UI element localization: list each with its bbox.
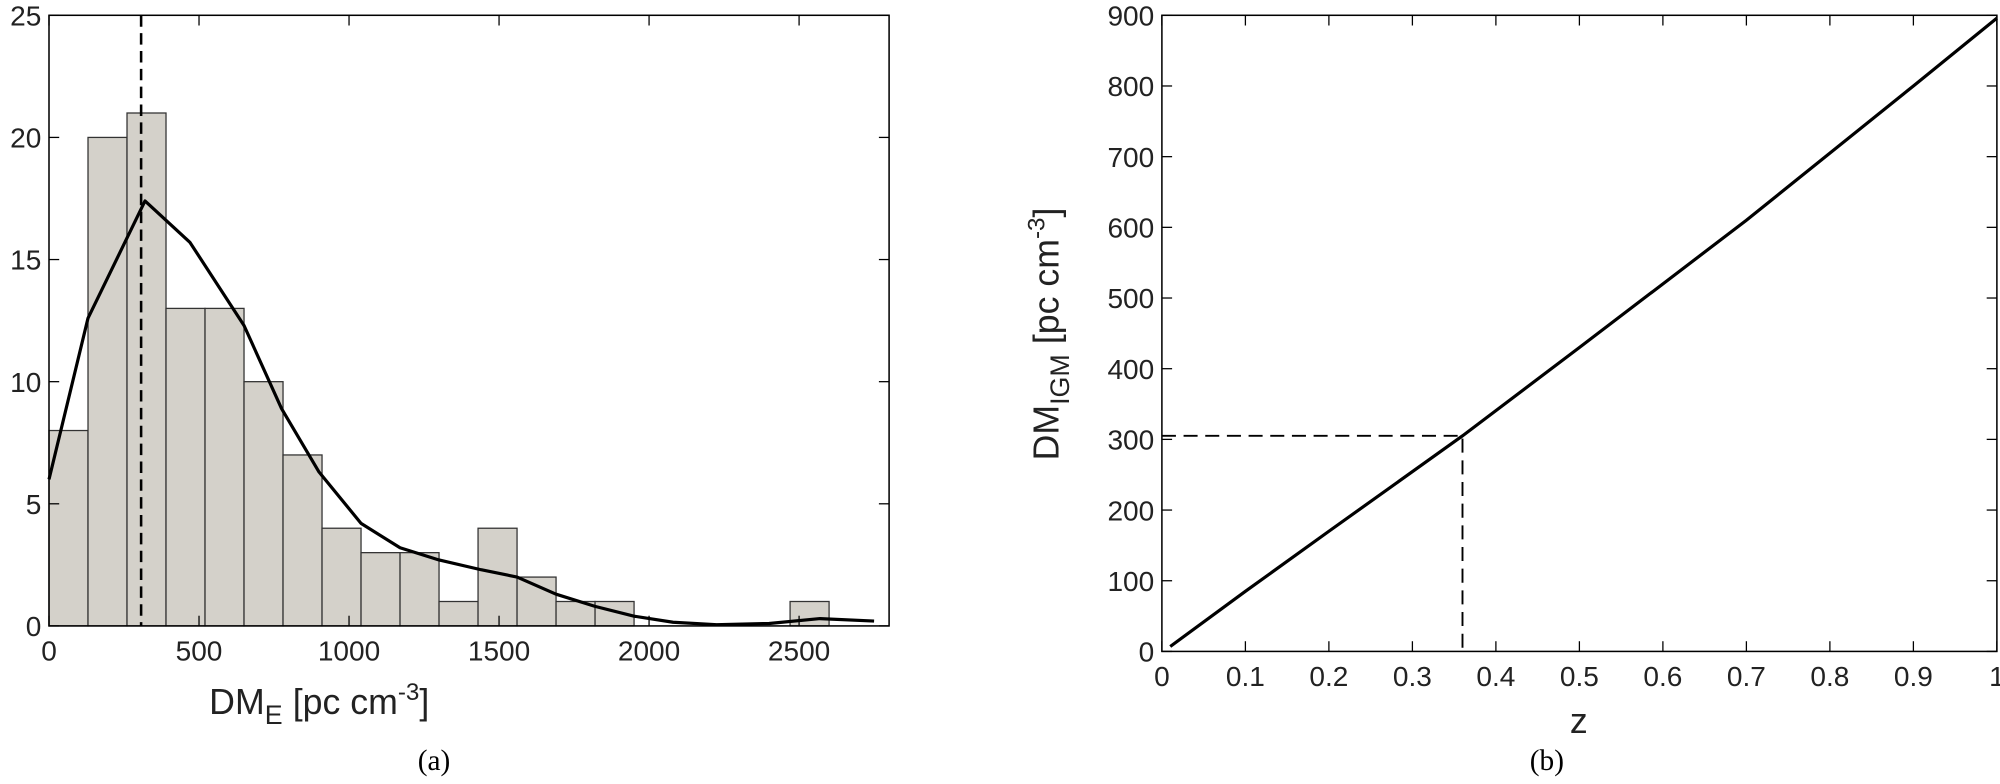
x-axis-label: DME [pc cm-3] — [209, 679, 429, 730]
label-superscript: -3 — [398, 679, 420, 706]
x-tick-label: 0.6 — [1643, 661, 1682, 692]
y-tick-label: 100 — [1107, 566, 1154, 597]
label-superscript: -3 — [1024, 217, 1051, 239]
plot-frame — [1161, 14, 1998, 653]
y-tick-label: 25 — [10, 0, 41, 31]
bar — [360, 552, 401, 627]
bar — [243, 381, 284, 627]
bar — [87, 136, 128, 627]
y-tick-label: 500 — [1107, 283, 1154, 314]
y-tick-label: 200 — [1107, 495, 1154, 526]
y-tick-label: 5 — [26, 489, 42, 520]
label-subscript: IGM — [1045, 354, 1075, 405]
x-tick-label: 0.9 — [1894, 661, 1933, 692]
y-tick-label: 20 — [10, 123, 41, 154]
plot-frame — [48, 14, 890, 627]
bar — [165, 307, 206, 627]
caption: (b) — [1530, 745, 1564, 777]
label-part: ] — [1027, 208, 1067, 218]
x-tick-label: 0.2 — [1309, 661, 1348, 692]
bar — [282, 454, 323, 627]
y-tick-label: 300 — [1107, 425, 1154, 456]
x-tick-label: 0.1 — [1226, 661, 1265, 692]
x-tick-label: 1 — [1989, 661, 2000, 692]
y-tick-label: 900 — [1107, 0, 1154, 31]
label-part: [pc cm — [1027, 239, 1067, 344]
label-subscript: E — [265, 700, 283, 730]
y-tick-label: 0 — [26, 611, 42, 642]
reference-marker — [1161, 434, 1464, 652]
bar — [438, 600, 479, 627]
caption: (a) — [418, 745, 451, 777]
density-curve — [47, 199, 875, 627]
y-tick-label: 800 — [1107, 71, 1154, 102]
y-axis-label: DMIGM [pc cm-3] — [1024, 208, 1075, 461]
x-tick-label: 2500 — [768, 635, 830, 666]
label-part: ] — [419, 682, 429, 722]
x-tick-label: 1500 — [468, 635, 530, 666]
x-axis-label: z — [1570, 701, 1588, 741]
line — [1169, 16, 1998, 648]
x-tick-label: 0.4 — [1476, 661, 1515, 692]
x-tick-label: 500 — [176, 635, 223, 666]
x-tick-label: 1000 — [318, 635, 380, 666]
y-tick-label: 700 — [1107, 142, 1154, 173]
x-tick-label: 2000 — [618, 635, 680, 666]
x-tick-label: 0.5 — [1560, 661, 1599, 692]
x-tick-label: 0 — [1154, 661, 1170, 692]
bar — [399, 552, 440, 627]
x-tick-label: 0.8 — [1810, 661, 1849, 692]
bar — [126, 112, 167, 627]
bar — [321, 527, 362, 627]
x-tick-label: 0 — [41, 635, 57, 666]
bar — [48, 429, 89, 627]
y-tick-label: 0 — [1139, 637, 1155, 668]
x-tick-label: 0.3 — [1393, 661, 1432, 692]
y-tick-label: 10 — [10, 367, 41, 398]
y-tick-label: 400 — [1107, 354, 1154, 385]
x-tick-label: 0.7 — [1727, 661, 1766, 692]
y-tick-label: 15 — [10, 245, 41, 276]
label-part: [pc cm — [293, 682, 398, 722]
bar — [204, 307, 245, 627]
y-tick-label: 600 — [1107, 213, 1154, 244]
label-part: DM — [1027, 405, 1067, 461]
label-part: DM — [209, 682, 265, 722]
